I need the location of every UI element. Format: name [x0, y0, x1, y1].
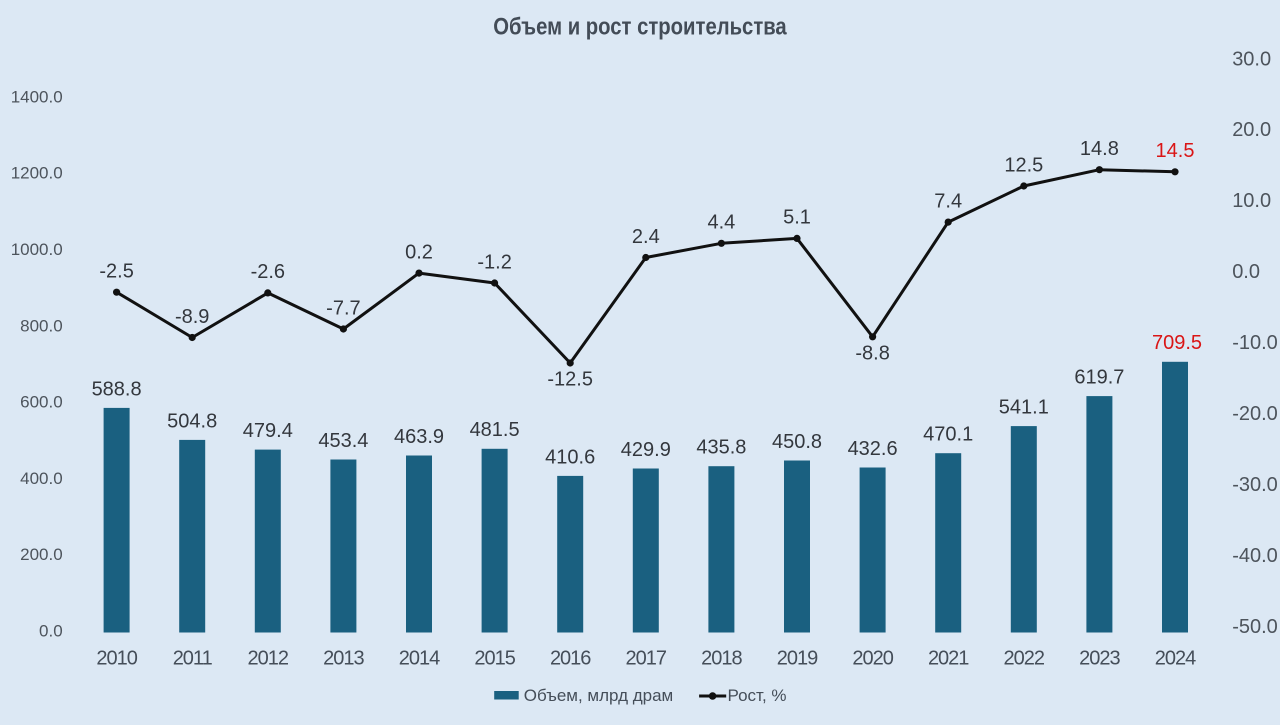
svg-text:2012: 2012 [248, 648, 289, 670]
svg-text:432.6: 432.6 [848, 438, 898, 460]
svg-text:4.4: 4.4 [707, 212, 735, 234]
svg-text:-30.0: -30.0 [1232, 474, 1278, 496]
svg-text:-10.0: -10.0 [1232, 332, 1278, 354]
svg-text:2020: 2020 [852, 648, 893, 670]
svg-text:-50.0: -50.0 [1232, 616, 1278, 638]
svg-text:-8.9: -8.9 [175, 306, 209, 328]
svg-text:619.7: 619.7 [1074, 367, 1124, 389]
svg-text:504.8: 504.8 [167, 410, 217, 432]
svg-text:2011: 2011 [173, 648, 213, 670]
svg-text:2023: 2023 [1079, 648, 1120, 670]
svg-text:2015: 2015 [474, 648, 515, 670]
svg-text:429.9: 429.9 [621, 439, 671, 461]
svg-text:481.5: 481.5 [470, 419, 520, 441]
svg-text:1000.0: 1000.0 [11, 240, 63, 259]
svg-text:-7.7: -7.7 [326, 297, 360, 319]
svg-text:2016: 2016 [550, 648, 591, 670]
svg-text:2010: 2010 [96, 648, 137, 670]
svg-text:200.0: 200.0 [20, 545, 63, 564]
svg-text:Объем и рост строительства: Объем и рост строительства [493, 13, 787, 40]
svg-text:600.0: 600.0 [20, 393, 63, 412]
svg-text:470.1: 470.1 [923, 424, 973, 446]
svg-text:2021: 2021 [928, 648, 969, 670]
svg-text:0.0: 0.0 [1232, 261, 1260, 283]
svg-text:14.8: 14.8 [1080, 138, 1119, 160]
svg-text:2.4: 2.4 [632, 226, 660, 248]
svg-text:-2.5: -2.5 [99, 261, 133, 283]
svg-text:800.0: 800.0 [20, 316, 63, 335]
svg-text:0.2: 0.2 [405, 241, 433, 263]
svg-text:453.4: 453.4 [318, 430, 368, 452]
svg-text:30.0: 30.0 [1232, 48, 1271, 70]
svg-text:400.0: 400.0 [20, 469, 63, 488]
svg-text:0.0: 0.0 [39, 622, 63, 641]
svg-text:2024: 2024 [1155, 648, 1196, 670]
svg-text:10.0: 10.0 [1232, 190, 1271, 212]
svg-text:463.9: 463.9 [394, 426, 444, 448]
svg-text:2022: 2022 [1004, 648, 1045, 670]
svg-text:5.1: 5.1 [783, 207, 811, 229]
svg-text:20.0: 20.0 [1232, 119, 1271, 141]
svg-text:-1.2: -1.2 [477, 251, 511, 273]
svg-text:450.8: 450.8 [772, 431, 822, 453]
svg-text:479.4: 479.4 [243, 420, 293, 442]
svg-text:Рост, %: Рост, % [728, 686, 787, 705]
svg-text:410.6: 410.6 [545, 446, 595, 468]
svg-text:709.5: 709.5 [1152, 332, 1202, 354]
svg-text:-20.0: -20.0 [1232, 403, 1278, 425]
svg-text:2017: 2017 [626, 648, 667, 670]
svg-text:14.5: 14.5 [1156, 140, 1195, 162]
svg-text:2018: 2018 [701, 648, 742, 670]
svg-text:541.1: 541.1 [999, 397, 1049, 419]
svg-text:2014: 2014 [399, 648, 440, 670]
svg-text:435.8: 435.8 [696, 437, 746, 459]
svg-text:1400.0: 1400.0 [11, 87, 63, 106]
svg-text:Объем, млрд драм: Объем, млрд драм [524, 686, 673, 705]
svg-text:2019: 2019 [777, 648, 818, 670]
svg-text:1200.0: 1200.0 [11, 164, 63, 183]
svg-text:7.4: 7.4 [934, 190, 962, 212]
svg-text:12.5: 12.5 [1004, 154, 1043, 176]
svg-text:-12.5: -12.5 [547, 369, 593, 391]
svg-text:-40.0: -40.0 [1232, 545, 1278, 567]
svg-text:-2.6: -2.6 [251, 261, 285, 283]
svg-text:-8.8: -8.8 [855, 342, 889, 364]
svg-text:2013: 2013 [323, 648, 364, 670]
svg-text:588.8: 588.8 [92, 378, 142, 400]
